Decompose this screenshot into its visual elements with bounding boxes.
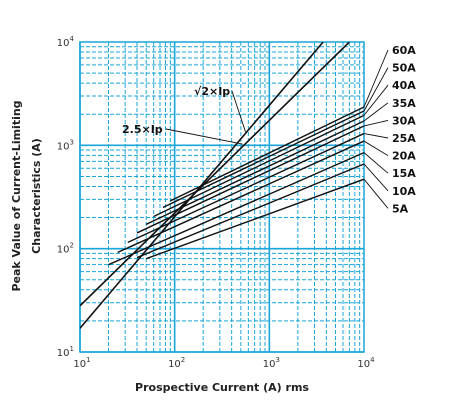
sqrt2-ip-label: √2×Ip xyxy=(194,85,230,98)
series-labels: 60A 50A 40A 35A 30A 25A 20A 15A 10A 5A xyxy=(363,44,416,215)
series-line-15a xyxy=(108,151,364,266)
y-tick-label: 104 xyxy=(57,35,75,49)
x-tick-label: 102 xyxy=(168,356,185,370)
twopointfive-ip-leader xyxy=(165,128,243,145)
series-leader-60a xyxy=(363,49,389,108)
plot-frame xyxy=(79,41,365,353)
series-leader-10a xyxy=(363,163,389,192)
y-tick-label: 101 xyxy=(57,345,74,359)
series-label-5a: 5A xyxy=(392,202,409,215)
series-label-15a: 15A xyxy=(392,167,416,180)
series-leader-25a xyxy=(363,133,389,139)
series-line-30a xyxy=(136,125,364,234)
y-tick-label: 103 xyxy=(57,138,74,152)
series-leader-20a xyxy=(363,140,389,156)
series-line-25a xyxy=(127,132,364,244)
y-axis-title-line1: Peak Value of Current-Limiting xyxy=(10,100,23,291)
series-label-40a: 40A xyxy=(392,79,416,92)
series-leader-35a xyxy=(363,102,389,122)
series-line-10a xyxy=(136,163,364,259)
x-axis-title: Prospective Current (A) rms xyxy=(135,381,309,394)
series-label-30a: 30A xyxy=(392,114,416,127)
y-tick-label: 102 xyxy=(57,242,74,256)
series-label-25a: 25A xyxy=(392,132,416,145)
twopointfive-ip-label: 2.5×Ip xyxy=(122,123,163,136)
x-tick-label: 104 xyxy=(357,356,375,370)
series-line-60a xyxy=(170,106,364,202)
series-line-20a xyxy=(117,140,364,254)
series-label-60a: 60A xyxy=(392,44,416,57)
data-lines xyxy=(80,42,364,329)
x-tick-label: 101 xyxy=(73,356,90,370)
series-label-10a: 10A xyxy=(392,185,416,198)
series-line-40a xyxy=(153,114,364,218)
series-leader-40a xyxy=(363,84,389,116)
series-leader-50a xyxy=(363,67,389,112)
x-tick-label: 103 xyxy=(263,356,280,370)
series-leader-5a xyxy=(363,178,389,209)
reference-line-sqrt2-ip xyxy=(80,42,350,307)
series-line-50a xyxy=(162,110,364,209)
series-line-35a xyxy=(145,120,364,225)
annotations: √2×Ip 2.5×Ip xyxy=(122,85,246,145)
series-label-20a: 20A xyxy=(392,150,416,163)
series-leader-15a xyxy=(363,152,389,174)
series-label-50a: 50A xyxy=(392,62,416,75)
sqrt2-ip-leader xyxy=(231,90,246,133)
y-axis-title-line2: Characteristics (A) xyxy=(30,138,43,254)
tick-labels: 101 102 103 104 101 102 103 104 xyxy=(57,35,375,370)
series-leader-30a xyxy=(363,119,389,127)
series-line-5a xyxy=(145,178,364,260)
series-label-35a: 35A xyxy=(392,97,416,110)
